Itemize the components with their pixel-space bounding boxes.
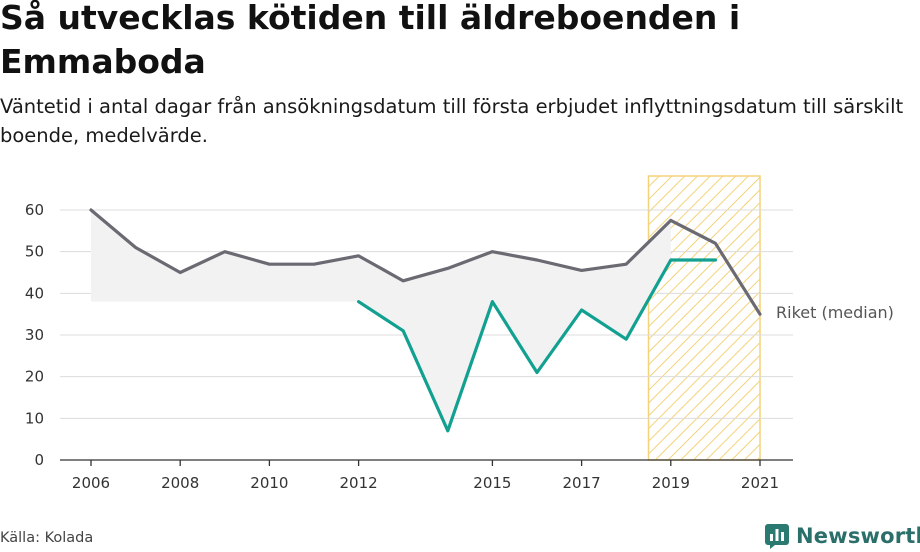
y-tick-label: 40 [25, 284, 44, 302]
y-tick-label: 20 [25, 368, 44, 386]
series-label-median: Riket (median) [776, 303, 894, 322]
y-tick-label: 60 [25, 201, 44, 219]
y-tick-label: 30 [25, 326, 44, 344]
chart-subtitle: Väntetid i antal dagar från ansökningsda… [0, 95, 904, 147]
logo-text: Newsworthy [796, 524, 920, 548]
x-tick-label: 2006 [72, 474, 110, 492]
line-chart: 0 10 20 30 40 50 60 2006 2008 2010 2012 2015 2017 201… [25, 175, 894, 492]
x-tick-label: 2010 [250, 474, 288, 492]
source-note: Källa: Kolada [0, 530, 94, 546]
y-tick-label: 0 [34, 451, 44, 469]
series-line-median [89, 208, 762, 316]
bar-chart-icon [765, 524, 789, 549]
y-tick-label: 10 [25, 409, 44, 427]
newsworthy-logo: Newsworthy [764, 520, 920, 552]
x-tick-label: 2017 [563, 474, 601, 492]
x-tick-label: 2019 [652, 474, 690, 492]
difference-area [91, 210, 671, 431]
x-tick-label: 2015 [473, 474, 511, 492]
x-tick-label: 2008 [161, 474, 199, 492]
highlight-band [647, 175, 761, 461]
chart-title: Så utvecklas kötiden till äldreboenden i… [0, 0, 741, 81]
x-tick-label: 2021 [741, 474, 779, 492]
x-tick-label: 2012 [340, 474, 378, 492]
y-tick-label: 50 [25, 243, 44, 261]
